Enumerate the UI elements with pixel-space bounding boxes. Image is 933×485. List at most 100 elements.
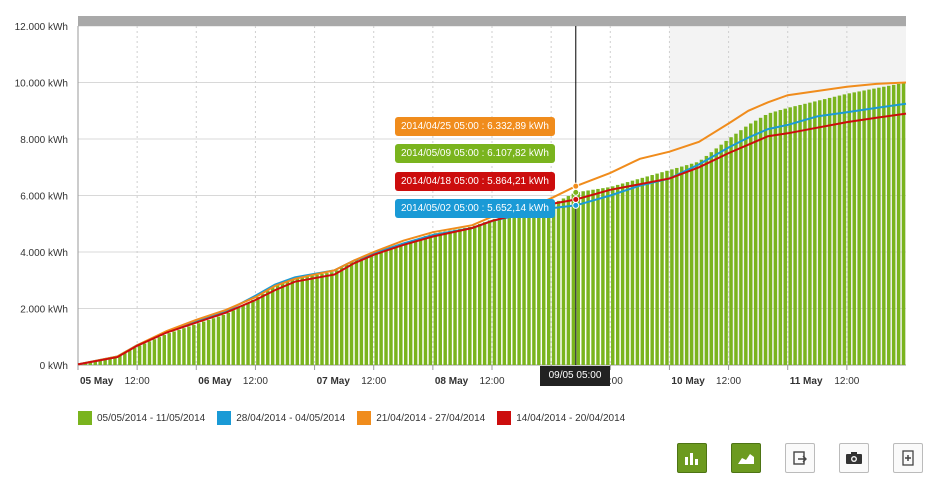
bar[interactable] (482, 222, 487, 365)
snapshot-button[interactable] (839, 443, 869, 473)
bar[interactable] (542, 206, 546, 365)
bar[interactable] (739, 130, 743, 365)
bar[interactable] (132, 347, 137, 365)
bar[interactable] (473, 225, 477, 365)
bar[interactable] (418, 237, 423, 365)
bar[interactable] (635, 179, 640, 365)
area-chart-button[interactable] (731, 443, 761, 473)
bar[interactable] (645, 176, 649, 365)
legend-item[interactable]: 14/04/2014 - 20/04/2014 (497, 411, 625, 425)
bar[interactable] (877, 87, 881, 365)
bar[interactable] (394, 245, 398, 365)
bar[interactable] (586, 190, 590, 365)
bar[interactable] (310, 275, 314, 365)
bar[interactable] (842, 94, 847, 365)
bar[interactable] (448, 230, 452, 365)
bar[interactable] (177, 329, 181, 365)
bar[interactable] (734, 133, 738, 365)
bar[interactable] (497, 217, 502, 365)
bar[interactable] (813, 101, 817, 365)
bar[interactable] (364, 255, 369, 365)
bar[interactable] (556, 200, 561, 365)
bar[interactable] (891, 84, 896, 366)
bar-chart-button[interactable] (677, 443, 707, 473)
bar[interactable] (852, 92, 856, 365)
bar[interactable] (354, 259, 359, 365)
bar[interactable] (581, 191, 585, 365)
bar[interactable] (236, 307, 240, 365)
bar[interactable] (788, 107, 792, 365)
bar[interactable] (773, 111, 778, 365)
bar[interactable] (689, 163, 694, 365)
bar[interactable] (128, 350, 132, 365)
bar[interactable] (113, 357, 117, 365)
legend-item[interactable]: 28/04/2014 - 04/05/2014 (217, 411, 345, 425)
bar[interactable] (694, 162, 699, 365)
bar[interactable] (305, 276, 309, 365)
bar[interactable] (211, 318, 216, 365)
bar[interactable] (768, 112, 773, 366)
bar[interactable] (872, 88, 876, 365)
bar[interactable] (152, 339, 157, 365)
bar[interactable] (256, 297, 260, 365)
bar[interactable] (699, 159, 704, 365)
bar[interactable] (261, 293, 265, 365)
bar[interactable] (749, 123, 753, 366)
bar[interactable] (325, 273, 329, 365)
bar[interactable] (512, 213, 516, 365)
bar[interactable] (640, 177, 645, 365)
bar[interactable] (862, 90, 866, 366)
bar[interactable] (763, 114, 768, 365)
bar[interactable] (847, 93, 852, 366)
bar[interactable] (369, 253, 373, 365)
bar[interactable] (142, 343, 147, 365)
bar[interactable] (423, 236, 428, 365)
bar[interactable] (379, 249, 383, 365)
bar[interactable] (443, 231, 447, 365)
bar[interactable] (335, 270, 339, 365)
bar[interactable] (453, 229, 457, 365)
bar[interactable] (339, 267, 344, 365)
bar[interactable] (216, 316, 221, 365)
bar[interactable] (670, 169, 674, 365)
bar[interactable] (601, 188, 605, 365)
bar[interactable] (507, 215, 511, 365)
bar[interactable] (808, 102, 812, 366)
bar[interactable] (251, 299, 255, 365)
bar[interactable] (433, 233, 438, 365)
bar[interactable] (793, 106, 797, 366)
bar[interactable] (330, 272, 334, 365)
bar[interactable] (803, 103, 807, 365)
bar[interactable] (714, 148, 718, 365)
bar[interactable] (596, 188, 600, 365)
bar[interactable] (408, 241, 413, 365)
bar[interactable] (103, 358, 107, 365)
bar[interactable] (246, 302, 250, 365)
bar[interactable] (285, 281, 290, 365)
bar[interactable] (93, 360, 97, 365)
bar[interactable] (546, 205, 551, 365)
bar[interactable] (857, 91, 861, 365)
bar[interactable] (280, 283, 285, 365)
bar[interactable] (704, 155, 709, 365)
bar[interactable] (724, 140, 728, 365)
bar[interactable] (231, 310, 235, 365)
bar[interactable] (172, 331, 176, 365)
bar[interactable] (561, 198, 566, 365)
add-to-report-button[interactable] (893, 443, 923, 473)
bar[interactable] (182, 328, 186, 365)
bar[interactable] (709, 152, 714, 365)
bar[interactable] (162, 334, 166, 365)
bar[interactable] (315, 274, 319, 365)
bar[interactable] (837, 95, 842, 366)
bar[interactable] (606, 187, 610, 365)
bar[interactable] (571, 193, 576, 365)
bar[interactable] (778, 110, 783, 365)
bar[interactable] (620, 183, 625, 365)
bar[interactable] (744, 126, 748, 365)
bar[interactable] (98, 359, 102, 365)
bar[interactable] (399, 244, 403, 365)
bar[interactable] (300, 277, 304, 365)
bar[interactable] (684, 165, 689, 365)
bar[interactable] (867, 89, 871, 365)
